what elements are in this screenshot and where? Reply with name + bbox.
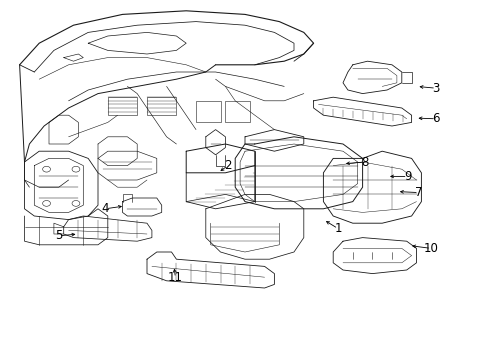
Text: 8: 8: [361, 156, 369, 168]
Text: 10: 10: [424, 242, 439, 255]
Text: 1: 1: [334, 222, 342, 235]
Text: 7: 7: [415, 186, 423, 199]
Bar: [147, 97, 176, 115]
Text: 6: 6: [432, 112, 440, 125]
Text: 4: 4: [101, 202, 109, 215]
Text: 3: 3: [432, 82, 440, 95]
Text: 11: 11: [168, 271, 183, 284]
Text: 5: 5: [55, 229, 63, 242]
Text: 9: 9: [404, 170, 412, 183]
Bar: [108, 97, 137, 115]
Bar: [225, 101, 250, 122]
Text: 2: 2: [224, 159, 232, 172]
Bar: [196, 101, 220, 122]
